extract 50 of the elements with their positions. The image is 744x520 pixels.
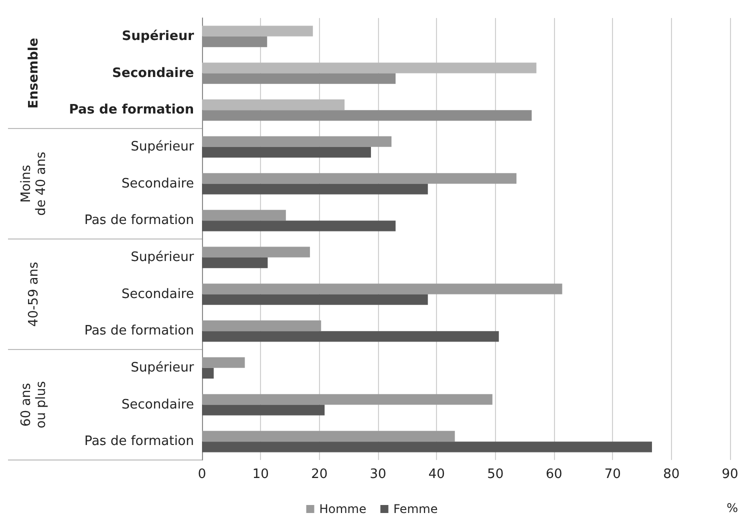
x-tick-label: 50 [487, 467, 504, 482]
y-tick-label: Pas de formation [68, 102, 194, 118]
y-tick-label: Secondaire [122, 176, 194, 192]
x-axis-title: % [726, 501, 738, 515]
bar [202, 210, 286, 221]
y-tick-label: Secondaire [112, 66, 194, 81]
bar [202, 394, 492, 405]
bar [202, 26, 313, 36]
y-tick-label: Supérieur [130, 250, 195, 265]
bar [202, 294, 428, 305]
y-tick-label: Pas de formation [84, 324, 194, 339]
x-tick-label: 80 [663, 467, 680, 482]
bar [202, 99, 345, 110]
bar [202, 331, 499, 342]
x-tick-label: 20 [311, 467, 328, 482]
x-tick-label: 70 [604, 467, 621, 482]
x-tick-label: 60 [546, 467, 562, 482]
bar [202, 284, 562, 294]
y-tick-label: Supérieur [122, 28, 195, 44]
bar [202, 184, 428, 194]
legend-label: Femme [393, 502, 438, 516]
x-tick-label: 90 [722, 467, 738, 482]
bar [202, 257, 268, 268]
y-tick-label: Secondaire [122, 397, 194, 412]
legend-label: Homme [319, 502, 366, 516]
y-tick-label: Supérieur [130, 360, 195, 376]
bar [202, 146, 371, 158]
y-tick-label: Supérieur [130, 139, 195, 154]
bar [202, 62, 536, 74]
bar [202, 220, 396, 232]
bar [202, 246, 310, 258]
x-tick-label: 0 [198, 467, 206, 482]
text: Moins de 40 ans [19, 152, 49, 216]
bar [202, 173, 516, 184]
y-tick-label: Pas de formation [84, 213, 194, 228]
text: Ensemble [26, 38, 42, 109]
text: 60 ans ou plus [19, 380, 49, 428]
x-tick-label: 40 [428, 467, 445, 482]
bar [202, 357, 245, 368]
bar [202, 368, 214, 379]
bar [202, 404, 325, 416]
x-tick-label: 10 [252, 467, 269, 482]
y-tick-label: Secondaire [122, 286, 194, 302]
bar [202, 430, 455, 442]
bar [202, 320, 322, 332]
bar [202, 136, 392, 147]
x-tick-label: 30 [370, 467, 386, 482]
bar [202, 442, 652, 452]
text: 40-59 ans [26, 262, 42, 327]
y-tick-label: Pas de formation [84, 434, 194, 450]
